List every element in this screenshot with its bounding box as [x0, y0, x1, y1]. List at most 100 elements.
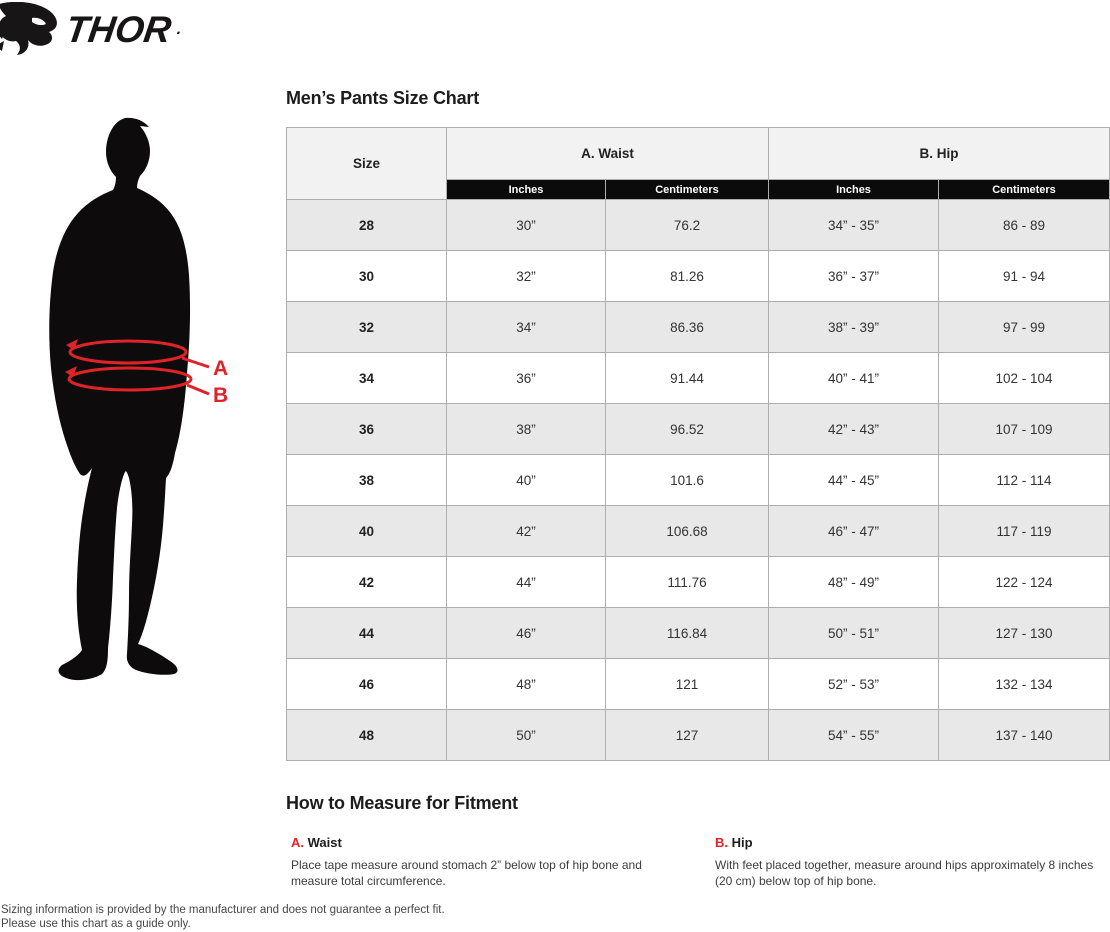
- waist-inches-cell: 46”: [446, 607, 606, 659]
- how-to-measure-section: How to Measure for Fitment A. Waist Plac…: [286, 793, 1109, 890]
- body-measurement-figure: A B: [32, 116, 262, 688]
- waist-centimeters-cell: 91.44: [604, 352, 770, 404]
- thor-logo: THOR .: [0, 2, 183, 58]
- hip-inches-cell: 46” - 47”: [768, 505, 940, 557]
- waist-centimeters-cell: 106.68: [604, 505, 770, 557]
- hip-centimeters-cell: 137 - 140: [938, 709, 1110, 761]
- waist-label-a: A: [213, 357, 228, 380]
- waist-inches-cell: 38”: [446, 403, 606, 455]
- hip-inches-header: Inches: [768, 179, 940, 200]
- hip-centimeters-cell: 91 - 94: [938, 250, 1110, 302]
- measurement-lines: [67, 339, 210, 396]
- hip-centimeters-cell: 107 - 109: [938, 403, 1110, 455]
- waist-centimeters-cell: 101.6: [604, 454, 770, 506]
- size-column-header: Size: [286, 127, 447, 200]
- size-cell: 32: [286, 301, 447, 353]
- hip-inches-cell: 54” - 55”: [768, 709, 940, 761]
- size-table-body: 28 30” 76.2 34” - 35” 86 - 89 30 32” 81.26 36” -…: [286, 199, 1110, 761]
- hip-inches-cell: 52” - 53”: [768, 658, 940, 710]
- waist-centimeters-cell: 121: [604, 658, 770, 710]
- size-cell: 42: [286, 556, 447, 608]
- table-row: 36 38” 96.52 42” - 43” 107 - 109: [286, 403, 1110, 455]
- hip-name: Hip: [731, 835, 753, 850]
- table-row: 34 36” 91.44 40” - 41” 102 - 104: [286, 352, 1110, 404]
- hip-column-header: B. Hip: [768, 127, 1110, 180]
- size-cell: 38: [286, 454, 447, 506]
- size-cell: 44: [286, 607, 447, 659]
- table-row: 44 46” 116.84 50” - 51” 127 - 130: [286, 607, 1110, 659]
- hip-centimeters-cell: 127 - 130: [938, 607, 1110, 659]
- size-table: Size A. Waist B. Hip Inches Centimeters …: [286, 127, 1110, 761]
- waist-centimeters-cell: 116.84: [604, 607, 770, 659]
- hip-inches-cell: 40” - 41”: [768, 352, 940, 404]
- waist-letter: A.: [291, 835, 304, 850]
- hip-centimeters-header: Centimeters: [938, 179, 1110, 200]
- waist-centimeters-cell: 76.2: [604, 199, 770, 251]
- waist-centimeters-cell: 127: [604, 709, 770, 761]
- disclaimer-line-1: Sizing information is provided by the ma…: [1, 904, 445, 916]
- size-cell: 28: [286, 199, 447, 251]
- table-row: 28 30” 76.2 34” - 35” 86 - 89: [286, 199, 1110, 251]
- page-title: Men’s Pants Size Chart: [286, 88, 479, 108]
- table-row: 30 32” 81.26 36” - 37” 91 - 94: [286, 250, 1110, 302]
- waist-arrowhead: [66, 339, 78, 350]
- hip-inches-cell: 38” - 39”: [768, 301, 940, 353]
- table-row: 48 50” 127 54” - 55” 137 - 140: [286, 709, 1110, 761]
- hip-centimeters-cell: 122 - 124: [938, 556, 1110, 608]
- size-cell: 36: [286, 403, 447, 455]
- disclaimer-line-2: Please use this chart as a guide only.: [1, 918, 191, 931]
- size-cell: 34: [286, 352, 447, 404]
- hip-centimeters-cell: 132 - 134: [938, 658, 1110, 710]
- waist-column-header: A. Waist: [445, 127, 770, 180]
- table-row: 38 40” 101.6 44” - 45” 112 - 114: [286, 454, 1110, 506]
- waist-inches-cell: 40”: [446, 454, 606, 506]
- waist-centimeters-header: Centimeters: [604, 179, 770, 200]
- waist-description: Place tape measure around stomach 2” bel…: [291, 858, 642, 888]
- hip-description: With feet placed together, measure aroun…: [715, 858, 1094, 888]
- waist-centimeters-cell: 96.52: [604, 403, 770, 455]
- waist-inches-cell: 48”: [446, 658, 606, 710]
- waist-inches-cell: 50”: [446, 709, 606, 761]
- waist-centimeters-cell: 86.36: [604, 301, 770, 353]
- hip-inches-cell: 50” - 51”: [768, 607, 940, 659]
- size-cell: 48: [286, 709, 447, 761]
- hip-letter: B.: [715, 835, 728, 850]
- size-cell: 46: [286, 658, 447, 710]
- waist-inches-cell: 36”: [446, 352, 606, 404]
- table-row: 42 44” 111.76 48” - 49” 122 - 124: [286, 556, 1110, 608]
- ram-head-icon: [0, 2, 57, 55]
- table-units-row: Inches Centimeters Inches Centimeters: [287, 179, 1110, 200]
- thor-logo-text: THOR: [63, 9, 174, 50]
- waist-inches-header: Inches: [446, 179, 606, 200]
- waist-inches-cell: 44”: [446, 556, 606, 608]
- table-row: 46 48” 121 52” - 53” 132 - 134: [286, 658, 1110, 710]
- sizing-disclaimer: Sizing information is provided by the ma…: [1, 903, 445, 932]
- waist-centimeters-cell: 111.76: [604, 556, 770, 608]
- hip-centimeters-cell: 86 - 89: [938, 199, 1110, 251]
- hip-centimeters-cell: 117 - 119: [938, 505, 1110, 557]
- waist-inches-cell: 30”: [446, 199, 606, 251]
- hip-inches-cell: 44” - 45”: [768, 454, 940, 506]
- waist-inches-cell: 34”: [446, 301, 606, 353]
- hip-centimeters-cell: 112 - 114: [938, 454, 1110, 506]
- how-to-measure-title: How to Measure for Fitment: [286, 793, 518, 813]
- hip-inches-cell: 36” - 37”: [768, 250, 940, 302]
- hip-centimeters-cell: 102 - 104: [938, 352, 1110, 404]
- waist-inches-cell: 32”: [446, 250, 606, 302]
- table-row: 40 42” 106.68 46” - 47” 117 - 119: [286, 505, 1110, 557]
- size-cell: 40: [286, 505, 447, 557]
- waist-centimeters-cell: 81.26: [604, 250, 770, 302]
- table-row: 32 34” 86.36 38” - 39” 97 - 99: [286, 301, 1110, 353]
- waist-instruction: A. Waist Place tape measure around stoma…: [291, 835, 715, 890]
- hip-inches-cell: 42” - 43”: [768, 403, 940, 455]
- chart-main: Men’s Pants Size Chart Size A. Waist B. …: [286, 88, 1110, 890]
- size-cell: 30: [286, 250, 447, 302]
- hip-inches-cell: 34” - 35”: [768, 199, 940, 251]
- hip-label-b: B: [213, 384, 228, 407]
- male-silhouette: A B: [49, 117, 228, 681]
- waist-inches-cell: 42”: [446, 505, 606, 557]
- hip-inches-cell: 48” - 49”: [768, 556, 940, 608]
- hip-instruction: B. Hip With feet placed together, measur…: [715, 835, 1109, 890]
- thor-logo-dot: .: [175, 21, 183, 38]
